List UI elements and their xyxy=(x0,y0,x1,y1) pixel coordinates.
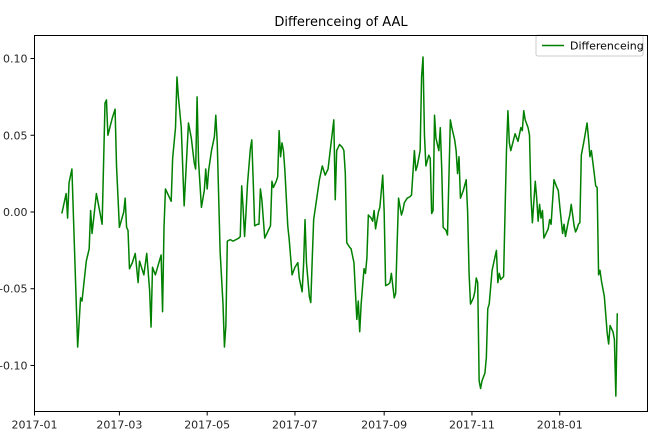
x-tick-label: 2018-01 xyxy=(537,419,583,432)
y-axis: -0.10 -0.05 0.00 0.05 0.10 xyxy=(0,53,35,372)
series-line xyxy=(61,56,619,397)
y-tick-label: 0.05 xyxy=(3,129,28,142)
x-tick-label: 2017-01 xyxy=(12,419,58,432)
x-tick-label: 2017-03 xyxy=(96,419,142,432)
legend: Differenceing xyxy=(535,34,644,57)
chart-title: Differenceing of AAL xyxy=(274,15,408,30)
legend-label: Differenceing xyxy=(570,40,644,53)
plot-area xyxy=(61,56,619,397)
x-tick-label: 2017-07 xyxy=(272,419,318,432)
x-tick-label: 2017-11 xyxy=(449,419,495,432)
x-tick-label: 2017-05 xyxy=(184,419,230,432)
y-tick-label: -0.05 xyxy=(0,283,28,296)
y-tick-label: 0.10 xyxy=(3,53,28,66)
y-tick-label: 0.00 xyxy=(3,206,28,219)
y-tick-label: -0.10 xyxy=(0,359,28,372)
x-axis: 2017-01 2017-03 2017-05 2017-07 2017-09 2017-… xyxy=(12,411,583,432)
x-tick-label: 2017-09 xyxy=(361,419,407,432)
plot-frame xyxy=(34,35,648,412)
